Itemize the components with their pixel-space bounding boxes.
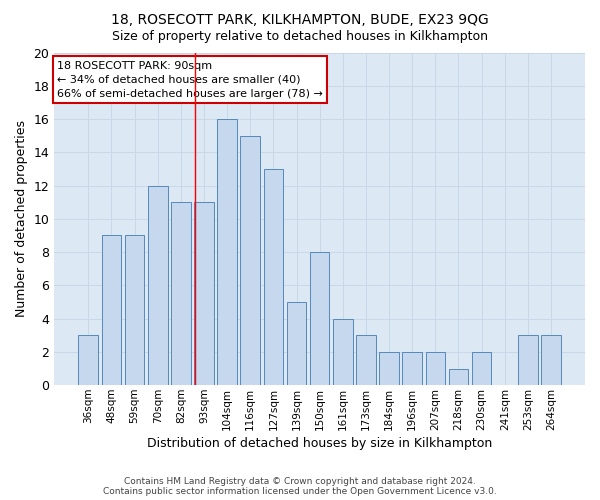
- Bar: [287, 302, 307, 385]
- Bar: [356, 336, 376, 385]
- Bar: [541, 336, 561, 385]
- Bar: [125, 236, 145, 385]
- X-axis label: Distribution of detached houses by size in Kilkhampton: Distribution of detached houses by size …: [147, 437, 492, 450]
- Bar: [101, 236, 121, 385]
- Bar: [217, 119, 237, 385]
- Bar: [171, 202, 191, 385]
- Bar: [148, 186, 167, 385]
- Bar: [472, 352, 491, 385]
- Bar: [79, 336, 98, 385]
- Bar: [403, 352, 422, 385]
- Text: Contains HM Land Registry data © Crown copyright and database right 2024.
Contai: Contains HM Land Registry data © Crown c…: [103, 476, 497, 496]
- Bar: [310, 252, 329, 385]
- Text: 18, ROSECOTT PARK, KILKHAMPTON, BUDE, EX23 9QG: 18, ROSECOTT PARK, KILKHAMPTON, BUDE, EX…: [111, 12, 489, 26]
- Text: Size of property relative to detached houses in Kilkhampton: Size of property relative to detached ho…: [112, 30, 488, 43]
- Bar: [379, 352, 399, 385]
- Bar: [241, 136, 260, 385]
- Y-axis label: Number of detached properties: Number of detached properties: [15, 120, 28, 318]
- Bar: [333, 318, 353, 385]
- Text: 18 ROSECOTT PARK: 90sqm
← 34% of detached houses are smaller (40)
66% of semi-de: 18 ROSECOTT PARK: 90sqm ← 34% of detache…: [57, 61, 323, 99]
- Bar: [194, 202, 214, 385]
- Bar: [449, 368, 469, 385]
- Bar: [263, 169, 283, 385]
- Bar: [518, 336, 538, 385]
- Bar: [425, 352, 445, 385]
